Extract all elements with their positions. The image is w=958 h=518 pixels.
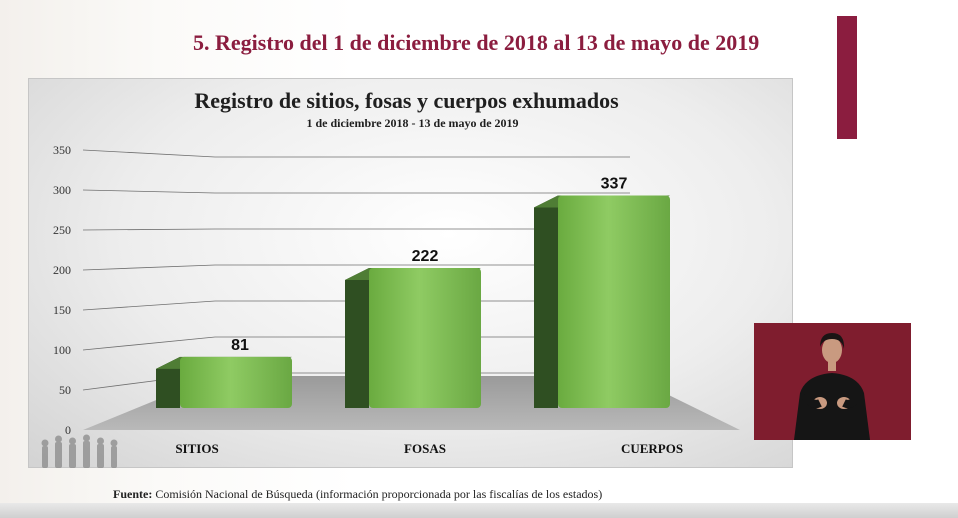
category-label: FOSAS (404, 441, 446, 456)
y-tick-label: 0 (65, 423, 71, 437)
bar-chart: 0 50 100 150 200 250 300 350 81 222 337 SITIOS FOS… (53, 143, 740, 456)
bar-cuerpos (558, 195, 670, 408)
right-margin (893, 0, 958, 518)
data-label: 337 (601, 175, 628, 192)
bottom-strip (0, 503, 958, 518)
gridline-side (82, 336, 216, 351)
interpreter-figure (754, 323, 911, 440)
y-tick-label: 350 (53, 143, 71, 157)
slide-title: 5. Registro del 1 de diciembre de 2018 a… (193, 30, 760, 55)
bar-side (534, 195, 558, 408)
government-logo (41, 434, 118, 468)
bar-fosas (369, 267, 481, 408)
chart-frame: Registro de sitios, fosas y cuerpos exhu… (28, 78, 793, 468)
bar-side (345, 267, 369, 408)
y-tick-label: 50 (59, 383, 71, 397)
bar-side (156, 356, 180, 408)
data-label: 81 (231, 337, 249, 354)
gridline-side (82, 300, 216, 311)
bar-sitios (180, 356, 292, 408)
source-label: Fuente: (113, 487, 153, 501)
chart-title: Registro de sitios, fosas y cuerpos exhu… (194, 88, 619, 113)
y-tick-label: 100 (53, 343, 71, 357)
category-label: CUERPOS (621, 441, 683, 456)
y-tick-label: 150 (53, 303, 71, 317)
sign-language-interpreter (754, 323, 911, 440)
gridline-side (82, 264, 216, 271)
gridline-side (82, 189, 216, 194)
y-tick-label: 300 (53, 183, 71, 197)
category-label: SITIOS (175, 441, 218, 456)
gridline-side (82, 149, 216, 158)
source-text: Comisión Nacional de Búsqueda (informaci… (155, 487, 603, 501)
y-tick-label: 250 (53, 223, 71, 237)
chart-subtitle: 1 de diciembre 2018 - 13 de mayo de 2019 (306, 116, 519, 130)
y-tick-label: 200 (53, 263, 71, 277)
accent-bar (837, 16, 857, 139)
gridline-side (82, 228, 216, 231)
data-label: 222 (412, 248, 439, 265)
source-note: Fuente: Comisión Nacional de Búsqueda (i… (113, 487, 602, 502)
